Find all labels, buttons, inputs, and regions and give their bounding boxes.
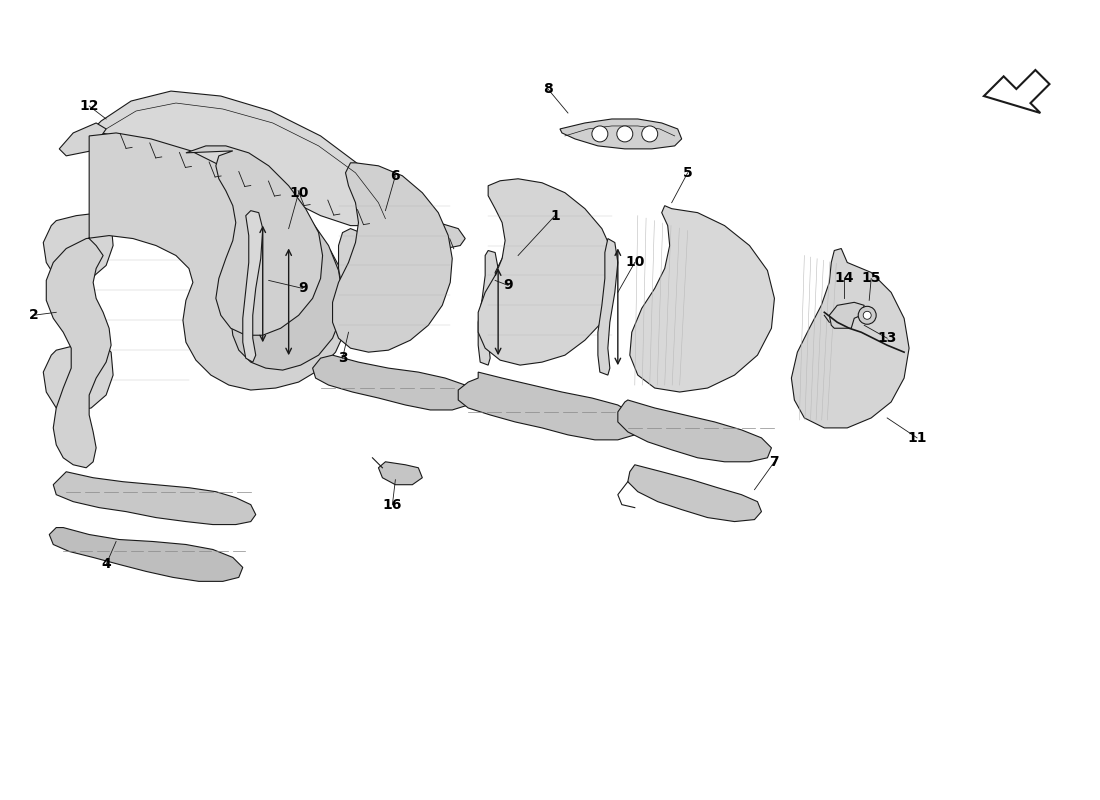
Polygon shape: [829, 302, 865, 328]
Text: 9: 9: [298, 282, 307, 295]
Circle shape: [617, 126, 632, 142]
Polygon shape: [53, 472, 255, 525]
Polygon shape: [50, 527, 243, 582]
Polygon shape: [312, 355, 472, 410]
Polygon shape: [495, 249, 535, 295]
Circle shape: [641, 126, 658, 142]
Text: 2: 2: [29, 308, 38, 322]
Polygon shape: [983, 70, 1049, 113]
Polygon shape: [791, 249, 909, 428]
Polygon shape: [243, 210, 263, 362]
Text: 3: 3: [338, 351, 348, 365]
Polygon shape: [332, 163, 452, 352]
Polygon shape: [598, 238, 618, 375]
Text: 10: 10: [289, 186, 308, 200]
Polygon shape: [339, 229, 373, 315]
Text: 4: 4: [101, 558, 111, 571]
Text: 15: 15: [861, 271, 881, 286]
Text: 11: 11: [908, 431, 927, 445]
Polygon shape: [618, 400, 771, 462]
Text: 5: 5: [683, 166, 693, 180]
Polygon shape: [43, 342, 113, 412]
Polygon shape: [385, 218, 465, 249]
Circle shape: [858, 306, 877, 324]
Text: 12: 12: [79, 99, 99, 113]
Text: 1: 1: [550, 209, 560, 222]
Text: 9: 9: [504, 278, 513, 292]
Circle shape: [864, 311, 871, 319]
Text: 16: 16: [383, 498, 403, 512]
Polygon shape: [459, 372, 640, 440]
Text: 14: 14: [835, 271, 854, 286]
Text: 13: 13: [878, 331, 896, 346]
Polygon shape: [43, 213, 113, 282]
Polygon shape: [94, 91, 390, 226]
Text: 10: 10: [625, 255, 645, 270]
Text: 8: 8: [543, 82, 553, 96]
Polygon shape: [478, 178, 615, 365]
Text: 7: 7: [770, 454, 779, 469]
Polygon shape: [378, 462, 422, 485]
Polygon shape: [46, 133, 349, 468]
Polygon shape: [186, 146, 322, 335]
Polygon shape: [498, 250, 538, 300]
Polygon shape: [628, 465, 761, 522]
Polygon shape: [231, 196, 342, 370]
Polygon shape: [59, 123, 106, 156]
Polygon shape: [478, 250, 498, 365]
Polygon shape: [560, 119, 682, 149]
Text: 6: 6: [390, 169, 400, 182]
Polygon shape: [630, 206, 774, 392]
Circle shape: [592, 126, 608, 142]
